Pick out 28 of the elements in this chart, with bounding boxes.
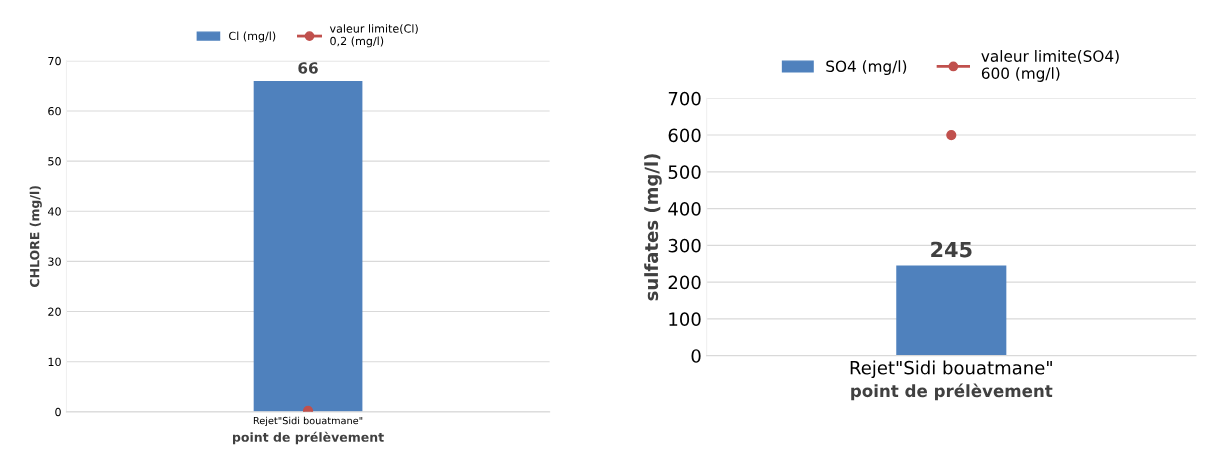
x-axis-title: point de prélèvement xyxy=(233,431,384,445)
x-tick-label: Rejet"Sidi bouatmane" xyxy=(253,416,363,427)
y-tick-label: 10 xyxy=(48,357,61,367)
data-label: 66 xyxy=(298,62,318,74)
y-tick-label: 500 xyxy=(668,165,701,179)
y-tick-label: 200 xyxy=(668,275,701,290)
y-tick-label: 50 xyxy=(48,157,61,166)
y-tick-label: 700 xyxy=(668,91,701,106)
y-tick-label: 20 xyxy=(48,307,61,316)
y-tick-label: 30 xyxy=(48,257,61,266)
legend-label: valeur limite(SO4) 600 (mg/l) xyxy=(981,50,1119,82)
x-tick-label: Rejet"Sidi bouatmane" xyxy=(850,360,1052,379)
legend-label: valeur limite(Cl) 0,2 (mg/l) xyxy=(329,24,418,48)
y-tick-label: 400 xyxy=(668,202,701,216)
y-tick-label: 300 xyxy=(668,238,701,253)
y-tick-label: 0 xyxy=(691,349,701,363)
y-tick-label: 60 xyxy=(48,106,61,116)
y-axis-title: CHLORE (mg/l) xyxy=(29,186,42,287)
legend-label: Cl (mg/l) xyxy=(229,31,276,43)
y-axis-title: sulfates (mg/l) xyxy=(644,154,662,301)
y-tick-label: 600 xyxy=(668,128,701,143)
data-label: 245 xyxy=(931,241,972,258)
y-tick-label: 70 xyxy=(48,56,61,66)
y-tick-label: 100 xyxy=(669,312,701,327)
legend-label: SO4 (mg/l) xyxy=(826,60,907,75)
y-tick-label: 0 xyxy=(55,407,61,417)
y-tick-label: 40 xyxy=(47,207,61,216)
x-axis-title: point de prélèvement xyxy=(851,383,1053,401)
